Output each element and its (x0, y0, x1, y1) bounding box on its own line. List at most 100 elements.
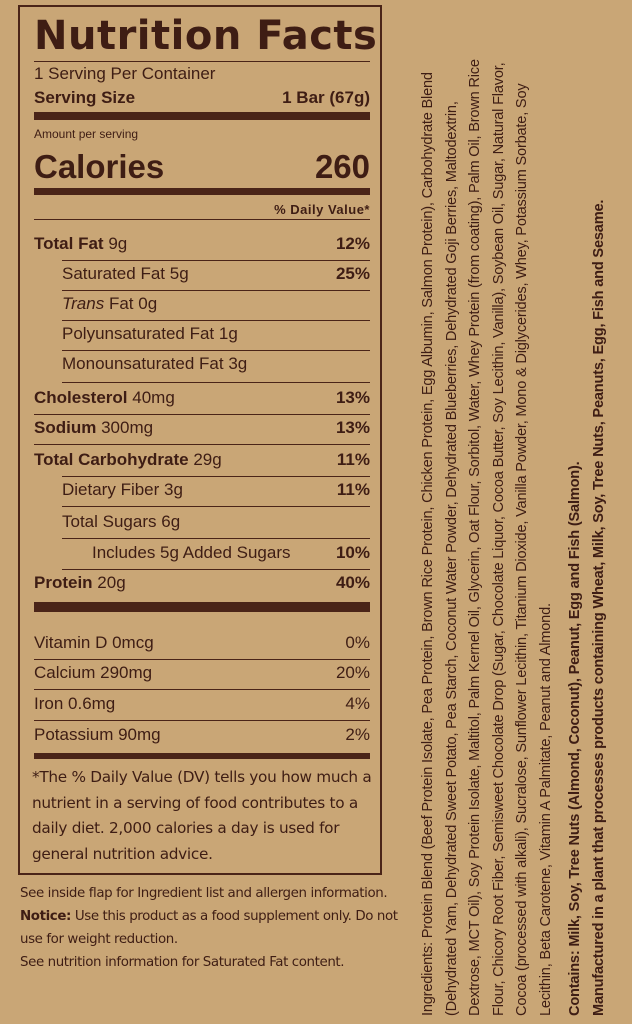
label-notes: See inside flap for Ingredient list and … (20, 882, 400, 974)
vitamin-row: Iron 0.6mg 4% (34, 693, 370, 715)
divider (34, 444, 370, 445)
ingredients-line: Ingredients: Protein Blend (Beef Protein… (420, 72, 436, 1016)
vitamin-row: Potassium 90mg 2% (34, 724, 370, 746)
nutrient-name: Dietary Fiber 3g (34, 480, 183, 500)
serving-size-row: Serving Size 1 Bar (67g) (34, 87, 370, 109)
divider (62, 569, 370, 570)
thick-divider (34, 753, 370, 759)
nutrient-amount: 3g (164, 480, 183, 499)
ingredients-line: Flour, Chicory Root Fiber, Semisweet Cho… (490, 62, 507, 1016)
calories-value: 260 (314, 148, 370, 185)
divider (34, 414, 370, 415)
nutrient-amount: 6g (161, 512, 181, 531)
nutrient-name: Trans Fat 0g (34, 294, 157, 314)
manufacturing-statement: Manufactured in a plant that processes p… (590, 199, 607, 1016)
divider (34, 720, 370, 721)
nutrient-daily-value: 13% (335, 388, 370, 407)
nutrient-label: Protein (34, 573, 93, 592)
nutrient-label: Polyunsaturated Fat (62, 324, 215, 343)
vitamin-daily-value: 20% (335, 663, 370, 682)
nutrient-amount: 300mg (101, 418, 154, 437)
nutrient-name: Saturated Fat 5g (34, 264, 189, 284)
nutrient-daily-value: 12% (335, 234, 370, 253)
notice-note: Notice: Use this product as a food suppl… (20, 905, 400, 951)
divider (62, 382, 370, 383)
notice-label: Notice: (20, 909, 71, 924)
thick-divider (34, 188, 370, 195)
vitamin-amount: Calcium 290mg (34, 663, 153, 682)
nutrient-amount: 1g (218, 324, 238, 343)
nutrient-label: Fat (108, 294, 134, 313)
nutrient-row: Total Carbohydrate 29g 11% (34, 449, 370, 471)
nutrient-row: Total Sugars 6g (34, 511, 370, 533)
serving-size-value: 1 Bar (67g) (282, 88, 370, 107)
nutrient-row: Cholesterol 40mg 13% (34, 387, 370, 409)
nutrient-row: Total Fat 9g 12% (34, 233, 370, 255)
nutrient-row: Monounsaturated Fat 3g (34, 353, 370, 375)
nutrient-name: Includes 5g Added Sugars (34, 543, 290, 563)
vitamin-amount: Iron 0.6mg (34, 694, 116, 713)
nutrient-name: Total Fat 9g (34, 234, 127, 254)
nutrient-label: Total Fat (34, 234, 104, 253)
divider (62, 290, 370, 291)
nutrient-name: Protein 20g (34, 573, 126, 593)
calories-row: Calories 260 (34, 148, 370, 185)
nutrient-row: Saturated Fat 5g 25% (34, 263, 370, 285)
daily-value-header: % Daily Value* (34, 198, 370, 220)
nutrient-label: Saturated Fat (62, 264, 166, 283)
thick-divider (34, 112, 370, 120)
nutrient-amount: 40mg (132, 388, 175, 407)
divider (62, 476, 370, 477)
nutrient-name: Total Sugars 6g (34, 512, 180, 532)
nutrient-label: Dietary Fiber (62, 480, 160, 499)
nutrient-amount: 9g (108, 234, 128, 253)
nutrient-daily-value: 11% (336, 480, 370, 499)
nutrient-daily-value: 13% (335, 418, 370, 437)
nutrient-label: Monounsaturated Fat (62, 354, 224, 373)
ingredients-line: Lecithin, Beta Carotene, Vitamin A Palmi… (537, 603, 554, 1016)
divider (34, 219, 370, 220)
nutrient-name: Polyunsaturated Fat 1g (34, 324, 238, 344)
nutrient-daily-value: 40% (335, 573, 370, 592)
nutrient-name: Total Carbohydrate 29g (34, 450, 222, 470)
ingredients-line: (Dehydrated Yam, Dehydrated Sweet Potato… (443, 101, 460, 1016)
vitamin-amount: Potassium 90mg (34, 725, 161, 744)
nutrient-row: Protein 20g 40% (34, 572, 370, 594)
nutrient-amount: 3g (228, 354, 248, 373)
nutrient-amount: 20g (97, 573, 126, 592)
nutrient-label: Sodium (34, 418, 97, 437)
allergen-contains: Contains: Milk, Soy, Tree Nuts (Almond, … (567, 461, 583, 1016)
nutrient-row: Polyunsaturated Fat 1g (34, 323, 370, 345)
amount-per-serving: Amount per serving (34, 127, 139, 141)
ingredients-line: Cocoa (processed with alkali), Sucralose… (514, 83, 530, 1016)
divider (34, 61, 370, 62)
nutrient-name: Sodium 300mg (34, 418, 153, 438)
divider (62, 538, 370, 539)
nutrient-row: Sodium 300mg 13% (34, 417, 370, 439)
nutrient-daily-value: 10% (335, 543, 370, 562)
nutrient-name: Cholesterol 40mg (34, 388, 175, 408)
label-title: Nutrition Facts (34, 13, 378, 59)
nutrient-name-italic: Trans (62, 294, 105, 313)
nutrient-amount: 5g (169, 264, 189, 283)
servings-per-container: 1 Serving Per Container (34, 64, 216, 83)
nutrient-daily-value: 11% (336, 450, 370, 469)
divider (62, 350, 370, 351)
vitamin-daily-value: 2% (345, 725, 370, 744)
vitamin-daily-value: 0% (345, 633, 370, 652)
nutrient-daily-value: 25% (335, 264, 370, 283)
ingredients-line: Dextrose, MCT Oil), Soy Protein Isolate,… (467, 59, 483, 1016)
nutrition-facts-panel: Nutrition Facts 1 Serving Per Container … (18, 5, 382, 875)
nutrient-amount: 0g (138, 294, 158, 313)
nutrient-label: Includes 5g Added Sugars (92, 543, 291, 562)
ingredient-flap-note: See inside flap for Ingredient list and … (20, 886, 388, 901)
nutrient-label: Cholesterol (34, 388, 128, 407)
divider (34, 689, 370, 690)
vitamin-amount: Vitamin D 0mcg (34, 633, 154, 652)
nutrient-label: Total Carbohydrate (34, 450, 189, 469)
nutrient-row: Dietary Fiber 3g 11% (34, 479, 370, 501)
nutrient-name: Monounsaturated Fat 3g (34, 354, 247, 374)
divider (62, 506, 370, 507)
nutrient-label: Total Sugars (62, 512, 157, 531)
vitamin-row: Calcium 290mg 20% (34, 662, 370, 684)
